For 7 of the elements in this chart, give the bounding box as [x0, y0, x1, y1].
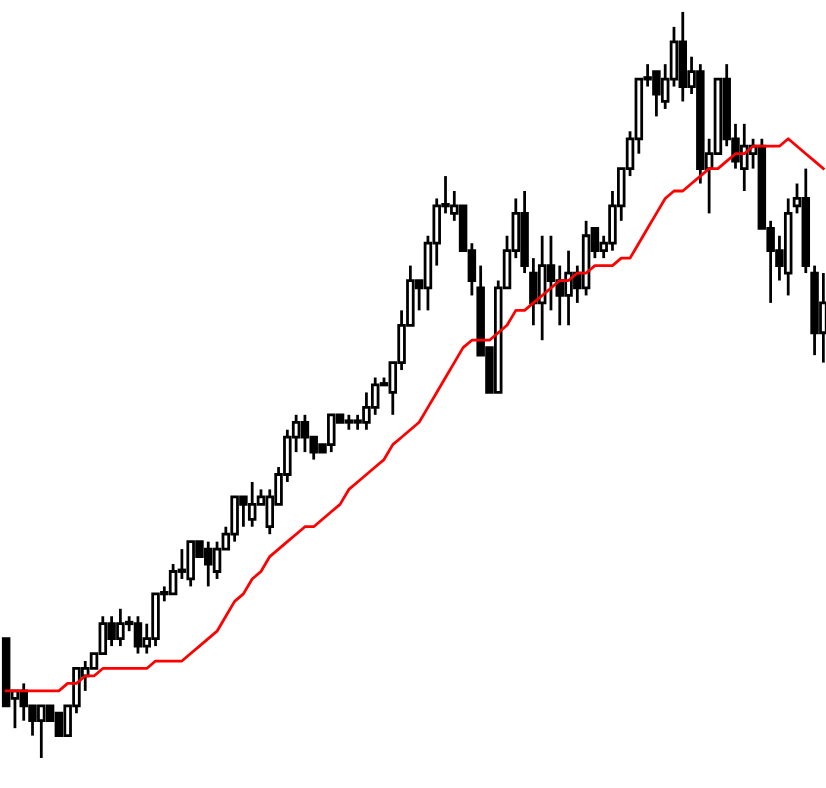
- candlestick: [678, 10, 688, 103]
- candlestick: [247, 480, 257, 529]
- candlestick: [133, 614, 143, 655]
- candlestick: [54, 711, 64, 738]
- candlestick: [300, 413, 310, 454]
- candlestick: [168, 562, 178, 596]
- candlestick: [212, 540, 222, 581]
